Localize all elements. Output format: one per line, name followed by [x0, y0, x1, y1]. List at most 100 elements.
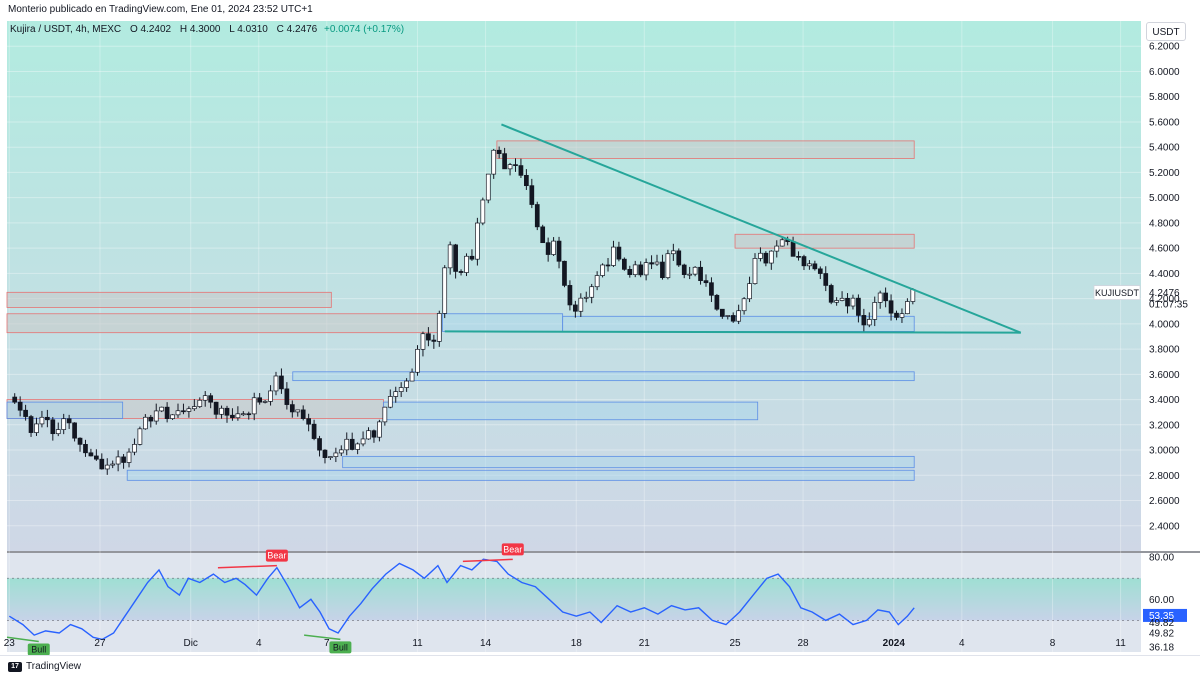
- candle-body: [828, 285, 834, 303]
- candle-body: [230, 414, 235, 419]
- time-tick-label: 4: [959, 638, 965, 649]
- bull-label-box: [329, 641, 352, 654]
- candle-body: [262, 401, 268, 403]
- rsi-value-tag: [1143, 608, 1187, 622]
- candle-body: [600, 264, 605, 276]
- candle-body: [850, 297, 856, 307]
- candle-body: [83, 444, 88, 454]
- candle-body: [289, 404, 295, 413]
- candle-body: [905, 301, 910, 315]
- candle-body: [768, 250, 774, 264]
- candle-body: [507, 164, 513, 170]
- candle-body: [284, 388, 290, 405]
- price-tick-label: 2.4000: [1149, 521, 1180, 532]
- candle-body: [311, 423, 317, 439]
- candle-body: [88, 452, 94, 457]
- time-tick-label: 11: [412, 638, 423, 649]
- candle-body: [649, 262, 654, 265]
- candle-body: [790, 241, 796, 257]
- price-tick-label: 3.4000: [1149, 395, 1180, 406]
- candle-body: [328, 456, 333, 458]
- candle-body: [589, 286, 595, 298]
- close-value: 4.2476: [286, 24, 318, 35]
- candle-body: [23, 409, 28, 417]
- candle-body: [409, 371, 415, 382]
- candle-body: [159, 406, 165, 412]
- candle-body: [61, 418, 67, 430]
- candle-body: [202, 395, 208, 401]
- candle-body: [306, 418, 311, 425]
- candle-body: [562, 260, 567, 286]
- resistance-zone: [496, 140, 915, 159]
- tradingview-logo-icon: 17: [8, 662, 22, 672]
- low-label: L: [229, 24, 235, 35]
- rsi-tick-label: 60.00: [1149, 595, 1174, 606]
- candle-body: [377, 421, 382, 438]
- candle-body: [583, 296, 589, 299]
- candle-body: [28, 416, 34, 433]
- candle-body: [643, 262, 649, 276]
- candle-body: [322, 449, 328, 458]
- candle-body: [99, 458, 105, 470]
- symbol-title[interactable]: Kujira / USDT, 4h, MEXC: [10, 24, 122, 35]
- candle-body: [240, 413, 246, 416]
- rsi-lower-label: 49.82: [1149, 628, 1174, 639]
- candle-body: [872, 302, 878, 320]
- candle-body: [387, 396, 393, 408]
- low-value: 4.0310: [237, 24, 268, 35]
- candle-body: [164, 406, 170, 419]
- candle-body: [273, 375, 279, 392]
- bear-label-box: [265, 549, 288, 562]
- time-tick-label: 23: [4, 638, 16, 649]
- candle-body: [725, 315, 731, 317]
- time-tick-label: 21: [639, 638, 651, 649]
- candle-body: [360, 438, 366, 445]
- candle-body: [191, 406, 197, 410]
- time-tick-label: 25: [729, 638, 741, 649]
- open-value: 4.2402: [140, 24, 172, 35]
- price-tick-label: 6.2000: [1149, 42, 1180, 53]
- candle-body: [573, 304, 578, 312]
- candle-body: [197, 399, 203, 407]
- candle-body: [50, 419, 56, 435]
- high-label: H: [179, 24, 188, 35]
- time-tick-label: 27: [94, 638, 106, 649]
- candle-body: [404, 380, 409, 388]
- candle-body: [426, 333, 431, 341]
- candle-body: [77, 437, 83, 445]
- candle-body: [186, 408, 192, 412]
- price-tick-label: 6.0000: [1149, 67, 1180, 78]
- time-tick-label: 14: [480, 638, 492, 649]
- candle-body: [366, 430, 371, 440]
- price-tick-label: 5.2000: [1149, 168, 1180, 179]
- candle-body: [469, 255, 475, 260]
- candle-body: [529, 185, 535, 205]
- candle-body: [34, 423, 39, 433]
- price-tick-label: 5.6000: [1149, 117, 1180, 128]
- candle-body: [638, 264, 644, 276]
- resistance-zone: [734, 233, 915, 249]
- rsi-upper-label: 49.82: [1149, 618, 1174, 629]
- candle-body: [371, 430, 377, 438]
- currency-button[interactable]: USDT: [1146, 22, 1186, 41]
- candle-body: [213, 401, 219, 415]
- candle-body: [45, 416, 50, 421]
- candle-body: [866, 319, 872, 326]
- price-tick-label: 4.0000: [1149, 319, 1180, 330]
- bull-divergence-line: [304, 634, 341, 641]
- price-tick-label: 2.6000: [1149, 496, 1180, 507]
- price-tick-label: 3.0000: [1149, 446, 1180, 457]
- candle-body: [480, 199, 486, 224]
- candle-body: [556, 240, 562, 262]
- support-zone: [442, 313, 564, 332]
- price-tick-label: 5.8000: [1149, 92, 1180, 103]
- candle-body: [888, 300, 894, 314]
- candle-body: [736, 310, 742, 322]
- price-tick-label: 2.8000: [1149, 471, 1180, 482]
- tradingview-logo[interactable]: 17 TradingView: [8, 661, 81, 673]
- candle-body: [398, 387, 404, 392]
- time-tick-label: Dic: [183, 638, 197, 649]
- candle-body: [779, 239, 785, 247]
